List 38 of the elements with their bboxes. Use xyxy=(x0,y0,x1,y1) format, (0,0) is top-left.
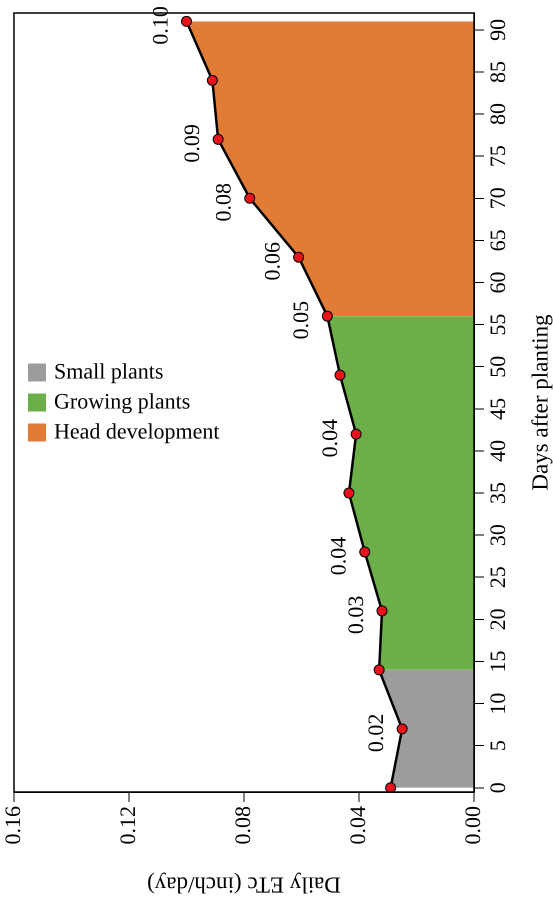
x-axis-title: Daily ETc (inch/day) xyxy=(147,872,341,898)
y-tick-label: 30 xyxy=(484,524,510,546)
y-axis-title: Days after planting xyxy=(528,314,553,491)
x-tick-label: 0.04 xyxy=(344,806,370,844)
y-tick-label: 80 xyxy=(484,103,510,126)
y-tick-label: 65 xyxy=(484,229,510,252)
x-tick-label: 0.12 xyxy=(114,806,140,844)
y-tick-label: 0 xyxy=(484,782,510,794)
data-label: 0.03 xyxy=(342,596,368,634)
y-tick-label: 20 xyxy=(484,608,510,630)
y-tick-label: 15 xyxy=(484,650,510,672)
data-label: 0.08 xyxy=(210,183,236,222)
y-tick-label: 90 xyxy=(484,18,510,41)
y-tick-label: 45 xyxy=(484,398,510,420)
y-tick-label: 5 xyxy=(484,740,510,752)
y-tick-label: 55 xyxy=(484,314,510,336)
x-tick-label: 0.08 xyxy=(230,806,255,844)
y-tick-label: 75 xyxy=(484,145,510,168)
data-label: 0.06 xyxy=(259,242,284,280)
data-label: 0.02 xyxy=(362,714,388,752)
x-tick-label: 0.16 xyxy=(0,806,25,844)
y-tick-label: 10 xyxy=(484,692,510,715)
data-label: 0.10 xyxy=(147,6,172,45)
y-tick-label: 25 xyxy=(484,566,510,588)
legend-label: Small plants xyxy=(54,358,164,384)
y-tick-label: 60 xyxy=(484,271,510,294)
legend-label: Head development xyxy=(54,418,220,444)
y-tick-label: 35 xyxy=(484,482,510,504)
data-label: 0.05 xyxy=(288,300,314,340)
data-label: 0.04 xyxy=(316,418,342,458)
x-tick-label: 0.00 xyxy=(460,806,485,844)
y-tick-label: 70 xyxy=(484,187,510,210)
data-label: 0.04 xyxy=(326,536,351,576)
legend-label: Growing plants xyxy=(54,388,190,414)
data-label: 0.09 xyxy=(178,124,204,163)
y-tick-label: 50 xyxy=(484,356,510,378)
y-tick-label: 40 xyxy=(484,440,510,462)
y-tick-label: 85 xyxy=(484,60,510,83)
